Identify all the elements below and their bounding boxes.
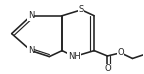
Text: S: S [79, 5, 84, 14]
Text: N: N [28, 11, 34, 20]
Text: O: O [117, 48, 124, 57]
Text: NH: NH [68, 52, 80, 61]
Text: N: N [28, 46, 34, 55]
Text: O: O [104, 64, 111, 73]
